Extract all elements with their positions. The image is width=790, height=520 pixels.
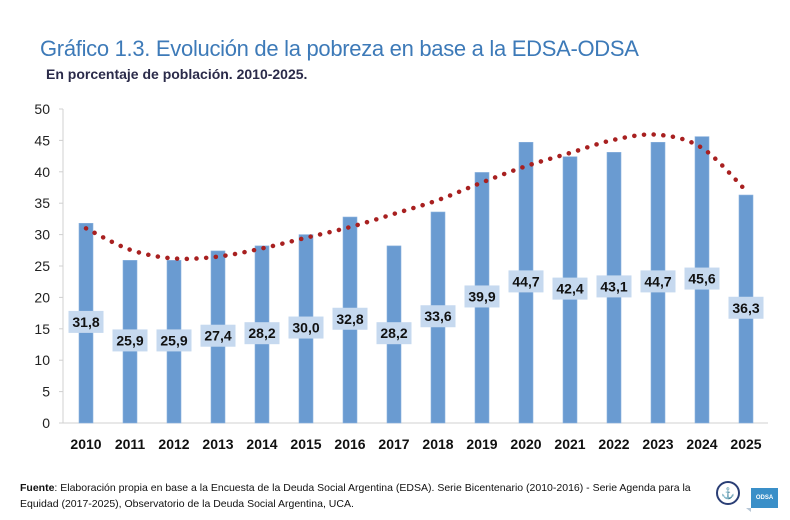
x-tick-label: 2019 (466, 436, 497, 452)
data-label-2023: 44,7 (644, 273, 671, 289)
data-label-2016: 32,8 (336, 311, 363, 327)
y-tick-label: 25 (34, 258, 50, 274)
data-label-bg (244, 322, 280, 345)
data-label-2021: 42,4 (556, 281, 583, 297)
data-label-2010: 31,8 (72, 314, 99, 330)
data-label-2013: 27,4 (204, 328, 231, 344)
data-label-2012: 25,9 (160, 332, 187, 348)
y-tick-label: 20 (34, 289, 50, 305)
x-tick-label: 2023 (642, 436, 673, 452)
data-label-2018: 33,6 (424, 308, 451, 324)
data-label-2015: 30,0 (292, 320, 319, 336)
data-label-bg (508, 270, 544, 293)
source-label: Fuente (20, 482, 55, 494)
data-label-bg (464, 285, 500, 308)
x-tick-label: 2012 (158, 436, 189, 452)
data-label-bg (112, 329, 148, 352)
x-tick-label: 2016 (334, 436, 365, 452)
data-label-2014: 28,2 (248, 325, 275, 341)
data-label-bg (376, 322, 412, 345)
x-tick-label: 2018 (422, 436, 453, 452)
odsa-logo: ODSA (746, 488, 778, 512)
data-label-2017: 28,2 (380, 325, 407, 341)
y-tick-label: 10 (34, 352, 50, 368)
data-label-2022: 43,1 (600, 278, 627, 294)
data-label-2024: 45,6 (688, 271, 715, 287)
x-tick-label: 2020 (510, 436, 541, 452)
x-tick-label: 2015 (290, 436, 321, 452)
x-axis: 2010 2011 2012 2013 2014 2015 2016 2017 2018 2019… (70, 436, 761, 452)
x-tick-label: 2011 (115, 436, 146, 452)
trend-line (83, 132, 749, 262)
y-tick-label: 45 (34, 132, 50, 148)
y-tick-label: 15 (34, 321, 50, 337)
data-label-bg (288, 316, 324, 339)
uca-seal-logo: ⚓ (716, 481, 740, 505)
y-tick-label: 40 (34, 164, 50, 180)
y-tick-label: 35 (34, 195, 50, 211)
data-labels: 31,8 25,9 25,9 27,4 28,2 30,0 32,8 28,2 33,6 39,9… (68, 267, 764, 352)
x-tick-label: 2021 (554, 436, 585, 452)
data-label-bg (640, 270, 676, 293)
data-label-bg (156, 329, 192, 352)
data-label-bg (684, 267, 720, 290)
y-tick-label: 50 (34, 101, 50, 117)
chart-title: Gráfico 1.3. Evolución de la pobreza en … (40, 36, 639, 61)
data-label-bg (596, 275, 632, 298)
data-label-2020: 44,7 (512, 273, 539, 289)
x-tick-label: 2024 (686, 436, 717, 452)
y-axis: 0 5 10 15 20 25 30 35 40 45 50 (34, 101, 768, 431)
y-tick-label: 5 (42, 384, 50, 400)
data-label-bg (68, 310, 104, 333)
x-tick-label: 2022 (598, 436, 629, 452)
source-note: Fuente: Elaboración propia en base a la … (20, 480, 710, 512)
data-label-bg (552, 277, 588, 300)
data-label-2019: 39,9 (468, 288, 495, 304)
x-tick-label: 2013 (202, 436, 233, 452)
y-tick-label: 0 (42, 415, 50, 431)
data-label-bg (200, 324, 236, 347)
data-label-2025: 36,3 (732, 300, 759, 316)
odsa-logo-text: ODSA (755, 495, 774, 501)
chart-subtitle: En porcentaje de población. 2010-2025. (46, 66, 308, 82)
x-tick-label: 2010 (70, 436, 101, 452)
anchor-icon: ⚓ (721, 487, 735, 500)
source-text: : Elaboración propia en base a la Encues… (20, 482, 691, 510)
data-label-bg (728, 296, 764, 319)
x-tick-label: 2017 (378, 436, 409, 452)
data-label-2011: 25,9 (116, 332, 143, 348)
data-label-bg (420, 305, 456, 328)
data-label-bg (332, 307, 368, 330)
trend-line-path (83, 132, 749, 262)
x-tick-label: 2025 (730, 436, 761, 452)
x-tick-label: 2014 (246, 436, 277, 452)
y-tick-label: 30 (34, 227, 50, 243)
